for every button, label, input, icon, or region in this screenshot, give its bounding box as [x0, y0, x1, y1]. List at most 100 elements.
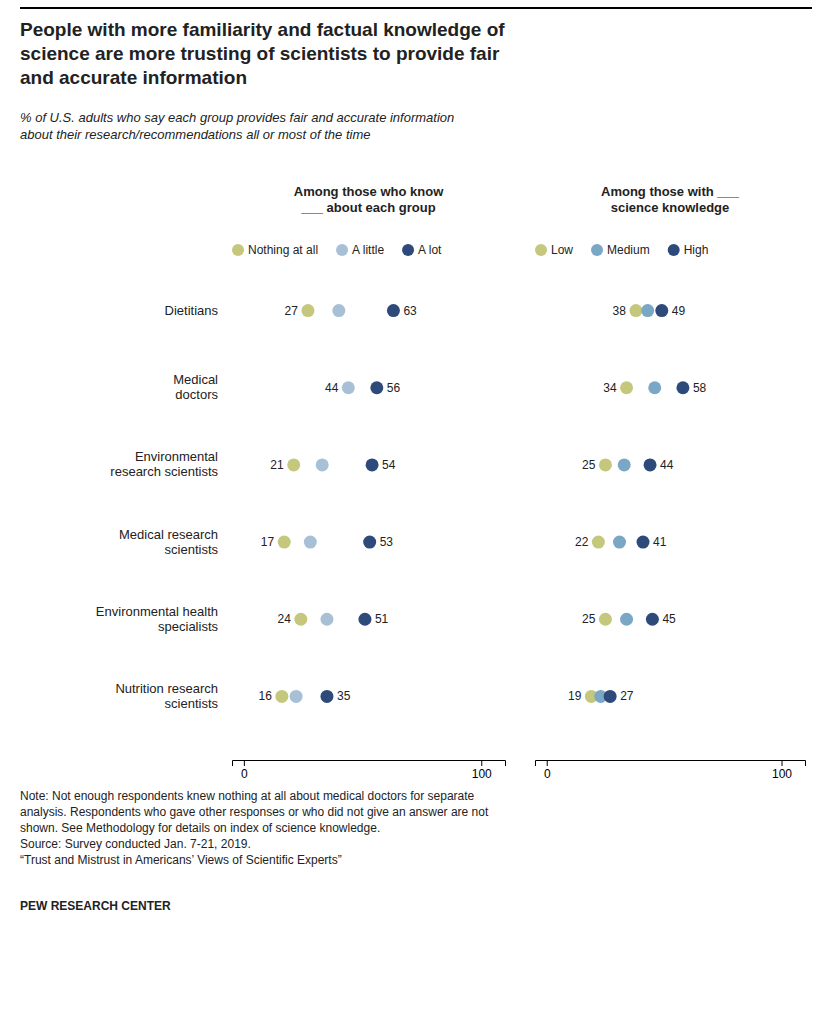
- dot: [370, 381, 383, 394]
- dot: [644, 458, 657, 471]
- title-line: science are more trusting of scientists …: [20, 43, 500, 64]
- x-axis: 0 100: [233, 760, 506, 781]
- x-axis-line: [536, 761, 806, 767]
- dot: [287, 458, 300, 471]
- x-tick-mark: [244, 760, 245, 766]
- marks: [275, 304, 400, 703]
- chart: People with more familiarity and factual…: [0, 0, 832, 1019]
- panel-header-line: science knowledge: [611, 200, 730, 215]
- data-labels: 272117241644635654535135: [258, 304, 417, 704]
- note-line: analysis. Respondents who gave other res…: [20, 805, 489, 819]
- dot: [290, 690, 303, 703]
- data-label: 58: [693, 381, 707, 395]
- panel-header-line: Among those with ___: [601, 184, 740, 199]
- dot: [320, 690, 333, 703]
- dot: [648, 381, 661, 394]
- legend-label: High: [684, 243, 709, 257]
- title-line: People with more familiarity and factual…: [20, 19, 505, 40]
- x-tick-mark: [782, 760, 783, 766]
- note-line: Source: Survey conducted Jan. 7-21, 2019…: [20, 837, 251, 851]
- legend-label: Low: [551, 243, 573, 257]
- note-line: Note: Not enough respondents knew nothin…: [20, 789, 475, 803]
- x-tick-mark: [547, 760, 548, 766]
- x-tick: 100: [772, 760, 792, 781]
- data-label: 56: [387, 381, 401, 395]
- dot: [655, 304, 668, 317]
- category-label: Medicaldoctors: [173, 372, 218, 402]
- dot: [316, 458, 329, 471]
- category-label-line: Medical research: [119, 527, 218, 542]
- data-label: 16: [258, 689, 272, 703]
- data-label: 24: [277, 612, 291, 626]
- x-tick: 100: [472, 760, 492, 781]
- note-line: shown. See Methodology for details on in…: [20, 821, 380, 835]
- dot: [278, 536, 291, 549]
- dot: [332, 304, 345, 317]
- data-label: 63: [403, 304, 417, 318]
- category-label-line: Environmental health: [96, 604, 218, 619]
- dot: [304, 536, 317, 549]
- dot: [301, 304, 314, 317]
- category-labels: Dietitians Medicaldoctors Environmentalres…: [96, 303, 219, 711]
- data-label: 19: [568, 689, 582, 703]
- panel-header: Among those with ___science knowledge: [601, 184, 740, 215]
- x-tick: 0: [241, 760, 248, 781]
- data-label: 25: [582, 612, 596, 626]
- dot: [620, 613, 633, 626]
- subtitle-line: about their research/recommendations all…: [20, 127, 370, 142]
- dot: [637, 536, 650, 549]
- dot: [275, 690, 288, 703]
- category-label: Nutrition researchscientists: [115, 681, 218, 711]
- category-label: Environmentalresearch scientists: [110, 449, 218, 479]
- dot: [641, 304, 654, 317]
- source: PEW RESEARCH CENTER: [20, 899, 171, 913]
- legend-swatch: [336, 244, 348, 256]
- dot: [342, 381, 355, 394]
- subtitle: % of U.S. adults who say each group prov…: [20, 110, 454, 142]
- x-tick-label: 0: [544, 767, 551, 781]
- data-label: 22: [575, 535, 589, 549]
- category-label-line: specialists: [158, 619, 218, 634]
- data-label: 25: [582, 458, 596, 472]
- category-label-line: scientists: [165, 542, 219, 557]
- dot: [618, 458, 631, 471]
- subtitle-line: % of U.S. adults who say each group prov…: [20, 110, 454, 125]
- panel-header: Among those who know___ about each group: [294, 184, 444, 215]
- x-tick: 0: [544, 760, 551, 781]
- dot: [387, 304, 400, 317]
- data-label: 45: [662, 612, 676, 626]
- category-label: Dietitians: [165, 303, 219, 318]
- data-label: 44: [660, 458, 674, 472]
- title: People with more familiarity and factual…: [20, 19, 505, 88]
- panel: Among those who know___ about each group…: [232, 184, 506, 781]
- category-label: Medical researchscientists: [119, 527, 218, 557]
- x-tick-label: 100: [472, 767, 492, 781]
- x-axis: 0 100: [536, 760, 806, 781]
- note-line: “Trust and Mistrust in Americans’ Views …: [20, 853, 342, 867]
- title-line: and accurate information: [20, 67, 247, 88]
- marks: [585, 304, 690, 703]
- panel: Among those with ___science knowledge Low…: [535, 184, 806, 781]
- legend-swatch: [668, 244, 680, 256]
- dot: [599, 613, 612, 626]
- x-tick-mark: [481, 760, 482, 766]
- x-tick-label: 0: [241, 767, 248, 781]
- panel-header-line: Among those who know: [294, 184, 444, 199]
- data-label: 17: [261, 535, 275, 549]
- category-label-line: doctors: [175, 387, 218, 402]
- dot: [363, 536, 376, 549]
- category-label-line: Nutrition research: [115, 681, 218, 696]
- data-label: 54: [382, 458, 396, 472]
- x-axis-line: [233, 761, 506, 767]
- note: Note: Not enough respondents knew nothin…: [20, 789, 489, 867]
- dot: [592, 536, 605, 549]
- dot: [320, 613, 333, 626]
- legend-swatch: [232, 244, 244, 256]
- dot: [629, 304, 642, 317]
- dot: [294, 613, 307, 626]
- data-label: 34: [603, 381, 617, 395]
- top-rule: [20, 7, 812, 9]
- category-label-line: Environmental: [135, 449, 218, 464]
- category-label-line: Dietitians: [165, 303, 219, 318]
- dot: [366, 458, 379, 471]
